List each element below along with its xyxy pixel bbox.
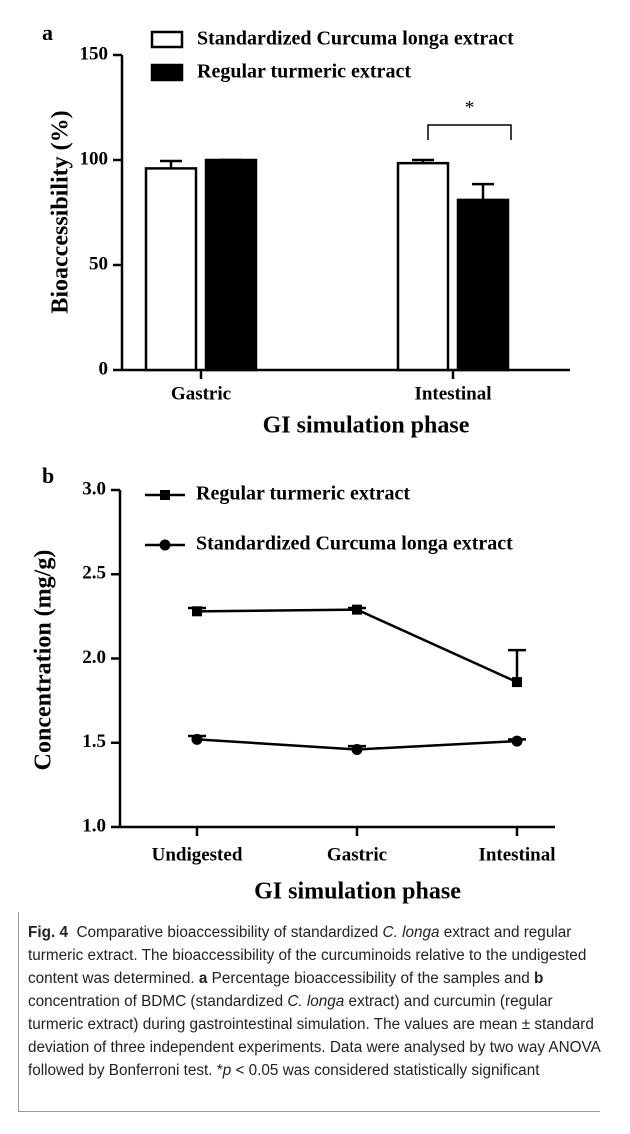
caption-text: Percentage bioaccessibility of the sampl… (207, 970, 534, 987)
legend-label: Standardized Curcuma longa extract (197, 28, 514, 50)
panel-label: b (42, 463, 54, 488)
caption-text: Comparative bioaccessibility of standard… (72, 924, 383, 941)
x-tick-label: Intestinal (414, 383, 491, 404)
caption-text: C. longa (287, 993, 345, 1010)
legend-label: Regular turmeric extract (196, 483, 410, 505)
marker (351, 743, 363, 755)
y-tick-label: 150 (80, 43, 109, 64)
caption-text: concentration of BDMC (standardized (28, 993, 288, 1010)
significance-label: * (465, 97, 475, 118)
legend-swatch (150, 30, 184, 49)
legend-marker (159, 539, 171, 551)
y-tick-label: 0 (99, 358, 109, 379)
bar (396, 161, 450, 372)
y-tick-label: 2.0 (82, 647, 106, 668)
figure-caption: Fig. 4 Comparative bioaccessibility of s… (18, 912, 600, 1112)
x-tick-label: Intestinal (478, 844, 555, 865)
legend-swatch (150, 63, 184, 82)
bar (204, 158, 258, 372)
x-tick-label: Undigested (152, 844, 243, 865)
marker (192, 606, 202, 617)
caption-text: extract and regular turmeric extract. Th… (28, 924, 587, 987)
panel-label: a (42, 20, 53, 45)
y-tick-label: 50 (89, 253, 108, 274)
marker (511, 735, 523, 747)
y-axis-title: Concentration (mg/g) (31, 550, 57, 771)
x-axis-title: GI simulation phase (263, 413, 470, 439)
caption-label: Fig. 4 (28, 924, 68, 941)
x-tick-label: Gastric (171, 383, 231, 404)
marker (191, 733, 203, 745)
y-tick-label: 1.0 (82, 815, 106, 836)
legend-marker (160, 490, 170, 500)
y-axis-title: Bioaccessibility (%) (48, 110, 74, 313)
y-tick-label: 2.5 (82, 563, 106, 584)
bar (144, 167, 198, 372)
y-tick-label: 1.5 (82, 731, 106, 752)
legend-label: Standardized Curcuma longa extract (196, 533, 513, 555)
caption-text: extract) and curcumin (regular turmeric … (28, 993, 600, 1079)
caption-text: b (533, 970, 544, 987)
line (196, 608, 518, 684)
caption-text: C. longa (382, 924, 440, 941)
bar (456, 198, 510, 372)
x-axis-title: GI simulation phase (254, 879, 461, 905)
caption-text: p (222, 1062, 232, 1079)
marker (512, 677, 522, 688)
x-tick-label: Gastric (327, 844, 387, 865)
caption-text: < 0.05 was considered statistically sign… (231, 1062, 540, 1079)
y-tick-label: 3.0 (82, 478, 106, 499)
y-tick-label: 100 (80, 148, 109, 169)
significance-bracket (427, 124, 512, 140)
legend-label: Regular turmeric extract (197, 61, 411, 83)
figure: a 0 50 100 150 Gastric Intestinal GI simulation… (31, 20, 570, 905)
marker (352, 604, 362, 615)
caption-text: a (198, 970, 208, 987)
